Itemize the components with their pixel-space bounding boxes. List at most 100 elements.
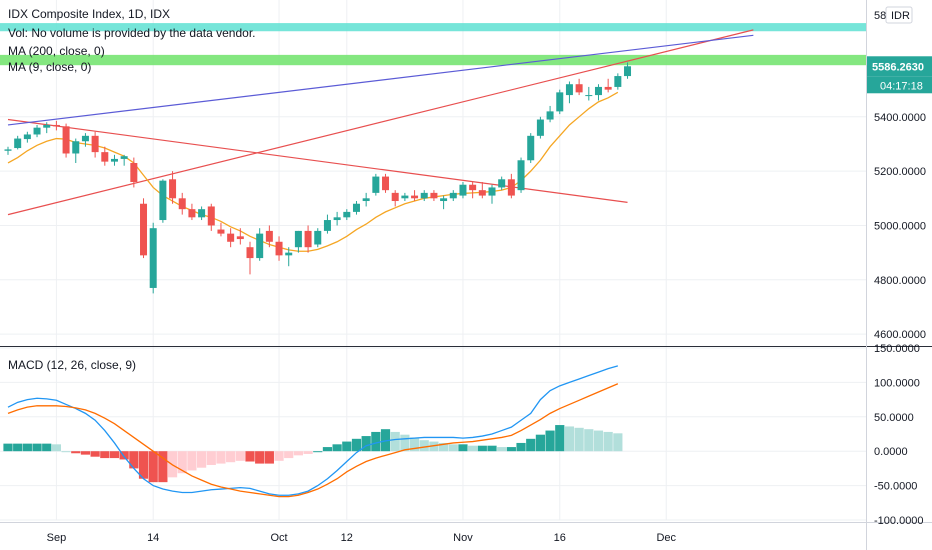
- macd-histogram-bar: [361, 436, 371, 452]
- macd-histogram-bar: [506, 447, 516, 452]
- candle: [178, 192, 186, 215]
- legend-ma200[interactable]: MA (200, close, 0): [8, 44, 105, 58]
- candle-body: [382, 176, 390, 191]
- candle-body: [140, 203, 148, 256]
- macd-tick-label: -50.0000: [874, 481, 917, 493]
- candle-body: [43, 124, 51, 128]
- candle: [372, 173, 380, 196]
- macd-histogram-bar: [32, 443, 42, 452]
- macd-histogram-bar: [603, 431, 613, 452]
- candle-body: [110, 158, 118, 162]
- candle: [43, 122, 51, 134]
- price-tick-label: 5200.0000: [874, 166, 926, 178]
- candle: [275, 236, 283, 261]
- macd-tick-label: 100.0000: [874, 377, 920, 389]
- candle-body: [52, 124, 60, 127]
- candle: [440, 195, 448, 210]
- candle-body: [188, 209, 196, 218]
- candle: [198, 206, 206, 221]
- time-tick-label: Oct: [270, 532, 287, 544]
- candle-body: [4, 149, 12, 151]
- macd-histogram-bar: [380, 429, 391, 452]
- candle-body: [565, 84, 573, 96]
- candle-body: [343, 211, 351, 218]
- candle-body: [256, 233, 264, 259]
- candle: [498, 176, 506, 191]
- macd-histogram-bar: [13, 443, 23, 452]
- candle-body: [604, 86, 612, 90]
- candle-body: [265, 230, 273, 242]
- macd-histogram-bar: [371, 431, 381, 452]
- candle: [536, 116, 544, 139]
- candle-body: [536, 119, 544, 136]
- candle-body: [372, 176, 380, 193]
- candle-body: [391, 192, 399, 202]
- candle: [294, 230, 302, 253]
- candle: [594, 84, 602, 101]
- ma9-line: [7, 91, 619, 252]
- candle-body: [546, 111, 554, 120]
- macd-tick-label: 0.0000: [874, 446, 908, 458]
- price-tick-label: 4800.0000: [874, 275, 926, 287]
- candle-body: [411, 195, 419, 199]
- candle: [91, 131, 99, 158]
- macd-histogram-bar: [516, 442, 526, 452]
- candle-body: [169, 179, 177, 199]
- candle-body: [227, 233, 235, 242]
- current-price-label: 5586.2630: [872, 61, 924, 73]
- candle: [159, 179, 167, 223]
- candle-body: [33, 127, 41, 135]
- legend-macd[interactable]: MACD (12, 26, close, 9): [8, 358, 137, 372]
- candle: [227, 228, 235, 248]
- candle-body: [556, 92, 564, 112]
- candle-body: [333, 217, 341, 221]
- candle: [217, 222, 225, 237]
- candle-body: [527, 135, 535, 161]
- candle-body: [198, 209, 206, 218]
- candle-body: [304, 230, 312, 248]
- candle-body: [72, 141, 80, 154]
- candle-body: [585, 95, 593, 97]
- candle: [343, 209, 351, 221]
- macd-histogram-bar: [613, 433, 623, 452]
- candle: [478, 182, 486, 199]
- candle: [188, 203, 196, 221]
- macd-histogram-bar: [284, 451, 294, 459]
- candle: [575, 78, 583, 96]
- candle-body: [285, 252, 293, 256]
- legend-ma9[interactable]: MA (9, close, 0): [8, 60, 92, 74]
- macd-histogram-bar: [187, 451, 197, 471]
- candle-body: [440, 198, 448, 202]
- candle-body: [352, 203, 360, 212]
- candle: [430, 190, 438, 202]
- candle-body: [401, 195, 409, 199]
- macd-histogram-bar: [526, 438, 536, 452]
- trendline-up: [7, 29, 754, 216]
- candle: [14, 135, 22, 150]
- candle-body: [62, 126, 70, 154]
- macd-histogram-bar: [109, 451, 120, 459]
- macd-histogram-bar: [545, 430, 555, 452]
- candle-body: [275, 241, 283, 256]
- macd-histogram-bar: [129, 451, 139, 469]
- macd-histogram-bar: [497, 447, 507, 452]
- macd-histogram-bar: [351, 438, 362, 452]
- macd-tick-label: 150.0000: [874, 343, 920, 355]
- candle-body: [101, 152, 109, 162]
- candle-body: [120, 156, 128, 159]
- macd-histogram-bar: [177, 451, 187, 474]
- candle: [546, 105, 554, 123]
- candle: [285, 247, 293, 267]
- candle: [314, 228, 322, 248]
- candle: [507, 173, 515, 199]
- candle-body: [575, 84, 583, 93]
- macd-tick-label: -100.0000: [874, 515, 924, 527]
- candle: [120, 154, 128, 166]
- candle: [62, 123, 70, 158]
- macd-histogram-bar: [22, 443, 32, 452]
- macd-histogram-bar: [332, 444, 342, 452]
- macd-histogram-bar: [3, 443, 13, 452]
- macd-histogram-bar: [255, 451, 265, 464]
- trendline-down: [7, 118, 628, 203]
